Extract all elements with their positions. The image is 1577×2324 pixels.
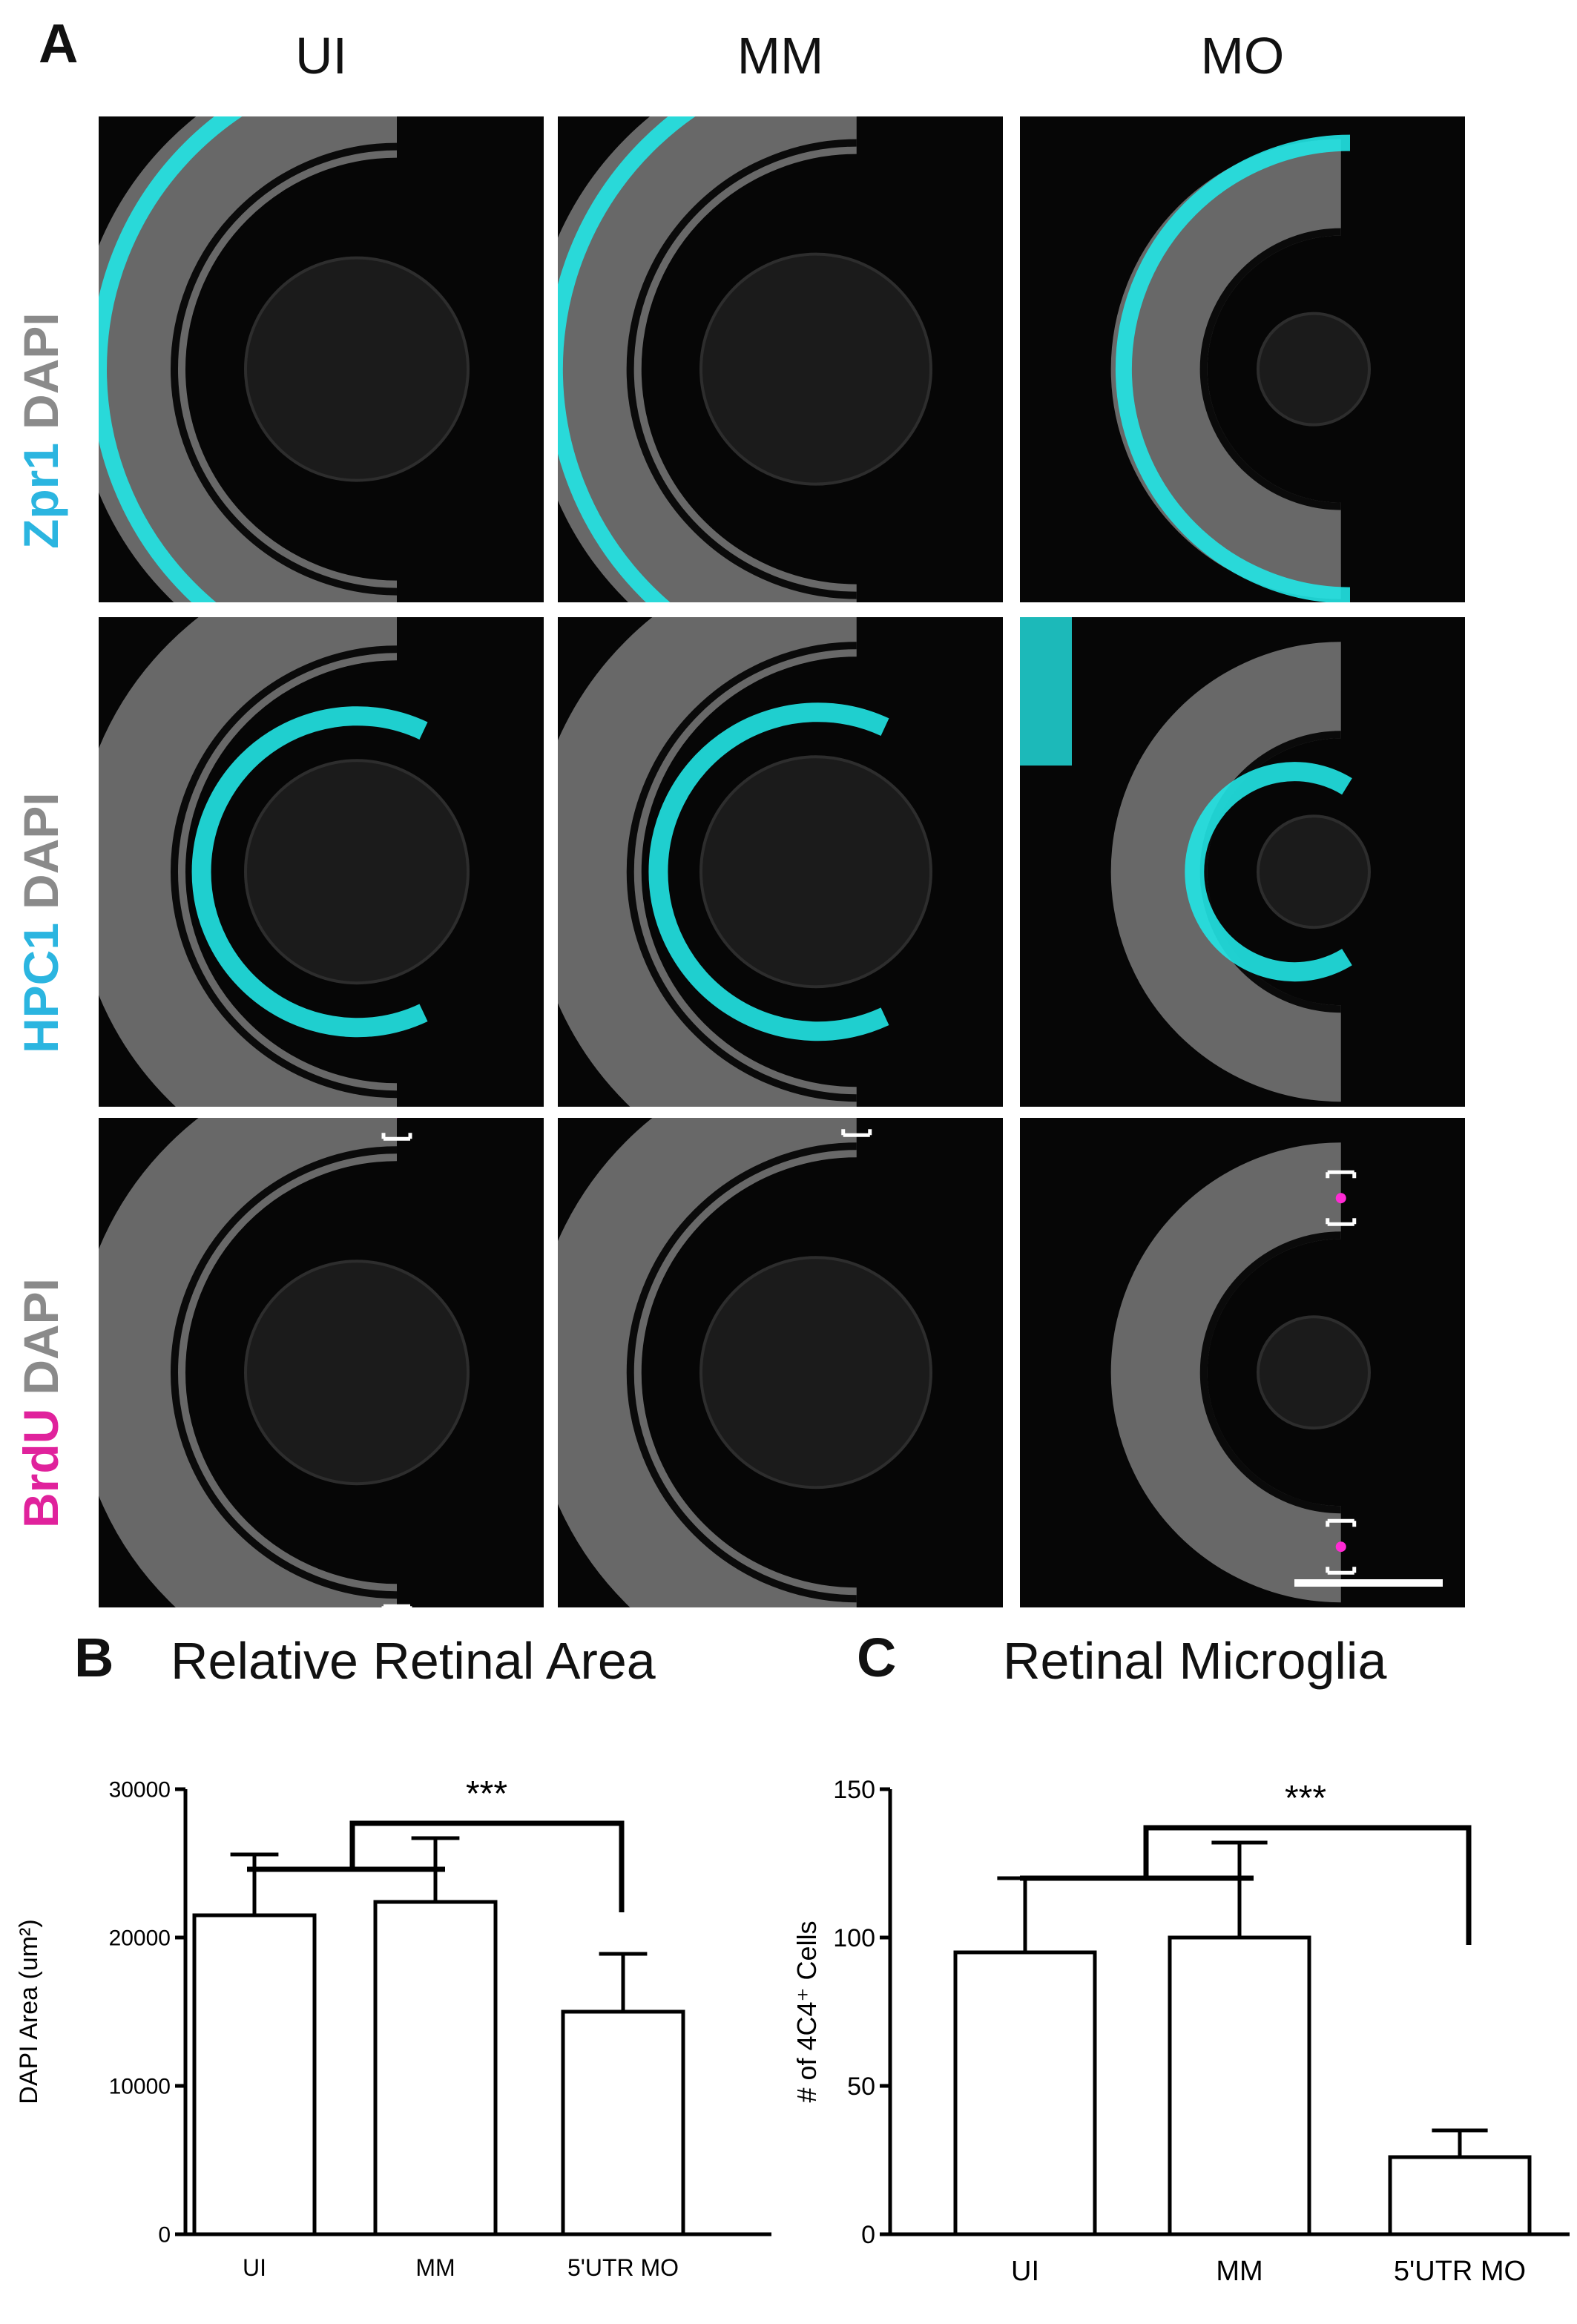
retina-section-image	[99, 1118, 544, 1607]
retina-section-image	[558, 1118, 1003, 1607]
row-label-hpc1-stain: HPC1	[13, 922, 68, 1053]
scale-bar	[1294, 1579, 1443, 1587]
chart-c-title: Retinal Microglia	[1003, 1632, 1387, 1690]
y-tick-label: 100	[833, 1924, 875, 1952]
bar-5-utr-mo	[1388, 2155, 1532, 2236]
panel-b-letter: B	[74, 1627, 114, 1688]
micrograph-hpc1-ui	[99, 617, 544, 1107]
y-axis-label: # of 4C4⁺ Cells	[791, 1920, 822, 2102]
retina-section-image	[99, 617, 544, 1107]
micrograph-hpc1-mm	[558, 617, 1003, 1107]
y-axis-label: DAPI Area (um²)	[15, 1919, 43, 2104]
row-label-hpc1-dapi: DAPI	[13, 792, 68, 909]
error-bar	[1432, 2128, 1488, 2157]
y-tick-label: 10000	[109, 2075, 171, 2099]
chart-b-title: Relative Retinal Area	[171, 1632, 656, 1690]
bar-mm	[373, 1900, 498, 2236]
x-category-label: UI	[1011, 2256, 1039, 2287]
x-category-label: 5'UTR MO	[567, 2254, 679, 2281]
error-bar	[1211, 1840, 1268, 1938]
retina-section-image	[558, 617, 1003, 1107]
y-tick-label: 30000	[109, 1778, 171, 1803]
x-category-label: MM	[415, 2254, 455, 2281]
micrograph-brdu-mo	[1020, 1118, 1465, 1607]
retina-section-image	[1020, 116, 1465, 602]
bar-ui	[192, 1913, 317, 2236]
retina-section-image	[1020, 617, 1465, 1107]
row-label-brdu-dapi: DAPI	[13, 1277, 68, 1395]
panel-c-letter: C	[857, 1627, 897, 1688]
chart-c-svg: 0 50 100 150 UI MM 5'UTR MO *** # of 4C4⁺ Cells	[791, 1776, 1570, 2287]
y-tick-label: 0	[158, 2223, 171, 2248]
retina-section-image	[558, 116, 1003, 602]
significance-stars: ***	[466, 1774, 507, 1814]
y-tick-label: 0	[861, 2221, 875, 2249]
y-tick-label: 20000	[109, 1926, 171, 1951]
significance-stars: ***	[1285, 1779, 1326, 1818]
row-label-zpr1-dapi: DAPI	[13, 312, 68, 429]
error-bar	[997, 1876, 1053, 1952]
row-label-hpc1: HPC1 DAPI	[13, 792, 68, 1053]
significance-bracket	[247, 1820, 625, 1912]
row-label-zpr1: Zpr1 DAPI	[13, 312, 68, 549]
panel-a-letter: A	[39, 13, 79, 74]
y-tick-label: 150	[833, 1776, 875, 1804]
bar-5-utr-mo	[561, 2009, 685, 2236]
row-label-zpr1-stain: Zpr1	[13, 442, 68, 549]
column-header-mm: MM	[737, 27, 824, 85]
micrograph-zpr1-mo	[1020, 116, 1465, 602]
column-header-mo: MO	[1200, 27, 1285, 85]
x-category-label: 5'UTR MO	[1394, 2256, 1526, 2287]
bar-ui	[953, 1950, 1097, 2236]
significance-bracket	[1020, 1825, 1472, 1945]
micrograph-brdu-mm	[558, 1118, 1003, 1607]
row-label-brdu: BrdU DAPI	[13, 1277, 68, 1528]
micrograph-zpr1-mm	[558, 116, 1003, 602]
bar-mm	[1168, 1935, 1311, 2236]
column-header-ui: UI	[295, 27, 347, 85]
chart-b-svg: 0 10000 20000 30000 UI MM 5'UTR MO *** DAPI Area…	[15, 1774, 771, 2281]
retina-section-image	[1020, 1118, 1465, 1607]
y-tick-label: 50	[847, 2073, 875, 2101]
micrograph-hpc1-mo	[1020, 617, 1465, 1107]
error-bar	[599, 1952, 648, 2012]
x-category-label: UI	[243, 2254, 266, 2281]
micrograph-zpr1-ui	[99, 116, 544, 602]
x-category-label: MM	[1216, 2256, 1262, 2287]
retina-section-image	[99, 116, 544, 602]
micrograph-brdu-ui	[99, 1118, 544, 1607]
row-label-brdu-stain: BrdU	[13, 1408, 68, 1528]
error-bar	[230, 1852, 279, 1915]
